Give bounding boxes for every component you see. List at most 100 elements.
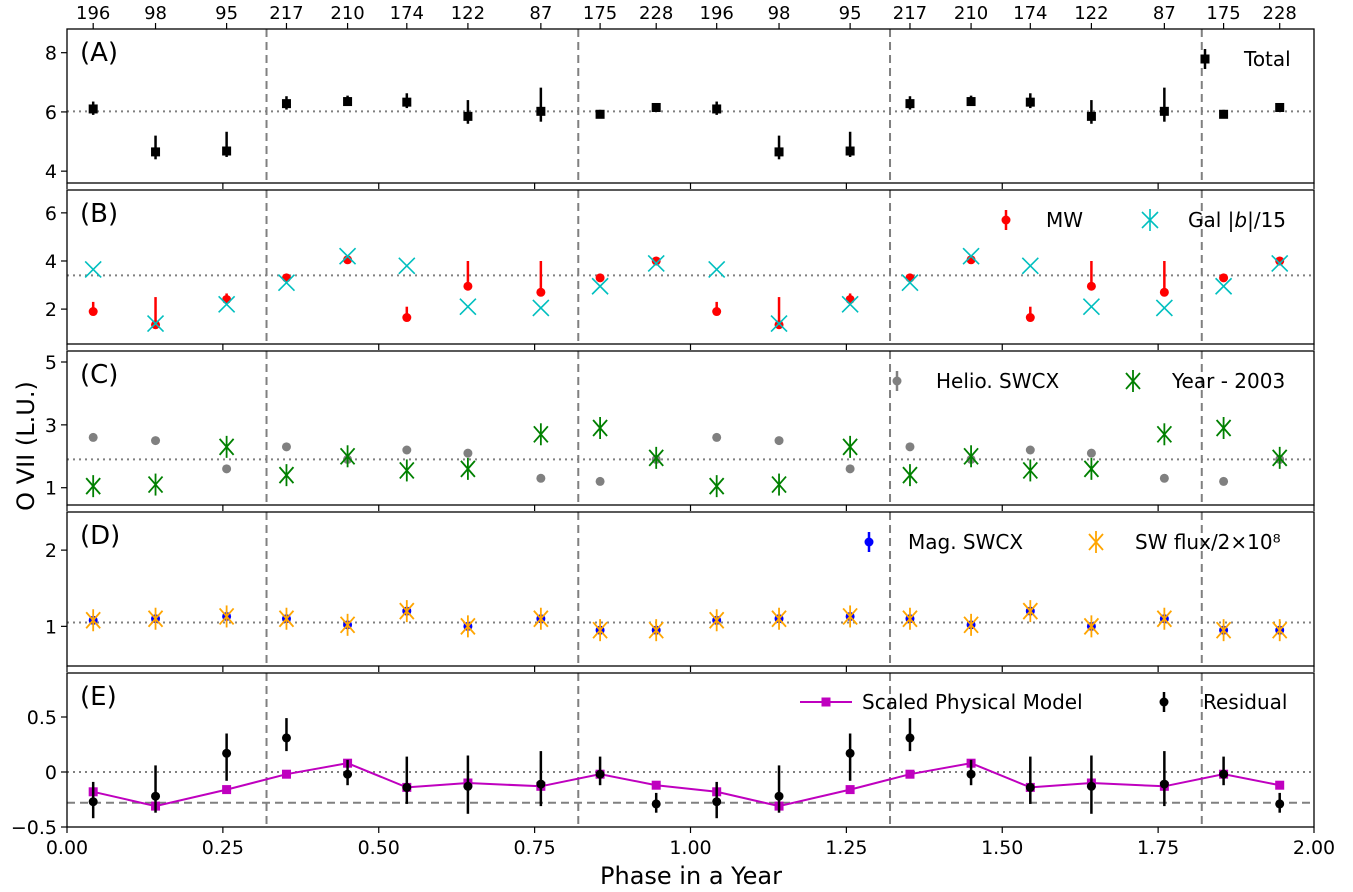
legend-helio: Helio. SWCX (892, 369, 1059, 393)
data-point (85, 475, 101, 498)
data-point (595, 476, 605, 486)
data-point (151, 320, 161, 330)
top-tick-label: 98 (144, 3, 167, 24)
marker-stroke (218, 295, 236, 313)
marker-stroke (770, 314, 788, 333)
data-point (1083, 457, 1100, 480)
data-point (712, 104, 722, 114)
data-point (398, 257, 416, 275)
legend-swflux: SW flux/2×10⁸ (1088, 530, 1281, 554)
top-tick-label: 122 (451, 3, 485, 24)
data-point (222, 294, 232, 304)
panel-e-series-1 (88, 718, 1285, 819)
data-point (1025, 97, 1035, 107)
legend-residual: Residual (1159, 690, 1287, 714)
data-point (1086, 111, 1096, 121)
data-point (463, 448, 473, 458)
panel-d-series-1 (85, 600, 1288, 642)
data-point (343, 769, 353, 779)
marker-stroke (339, 247, 357, 265)
marker-stroke (647, 254, 665, 272)
data-point (712, 432, 722, 442)
legend-marker (1088, 531, 1104, 553)
data-point (771, 607, 787, 630)
top-tick-label: 95 (215, 3, 238, 24)
data-point (1086, 281, 1096, 291)
legend-gal: Gal |b|/15 (1141, 208, 1286, 232)
data-point (708, 260, 726, 278)
data-point (1275, 799, 1285, 809)
data-point (147, 473, 164, 496)
data-point (774, 147, 784, 157)
data-point (532, 299, 550, 317)
data-point (222, 748, 232, 758)
data-point (151, 436, 161, 446)
x-tick-label: 1.00 (669, 837, 711, 859)
data-point (536, 779, 546, 789)
x-tick-label: 1.50 (981, 837, 1023, 859)
panel-d-frame (66, 511, 1315, 667)
data-point (536, 473, 546, 483)
panel-a-series-0 (88, 87, 1285, 160)
data-point (651, 799, 661, 809)
legend-marker (1125, 370, 1141, 392)
data-point (1082, 298, 1100, 316)
reference-lines (67, 29, 1314, 827)
data-point (648, 619, 664, 642)
top-tick-label: 210 (954, 3, 988, 24)
data-point (399, 600, 415, 623)
data-point (966, 769, 976, 779)
top-tick-label: 174 (390, 3, 424, 24)
marker-stroke (1082, 298, 1100, 316)
top-tick-label: 196 (76, 3, 110, 24)
marker-stroke (459, 298, 477, 316)
top-tick-label: 217 (893, 3, 927, 24)
legend-total: Total (1200, 47, 1291, 71)
panel-e-frame (66, 672, 1315, 828)
marker-stroke (532, 299, 550, 317)
data-point (1219, 109, 1229, 119)
data-point (1022, 459, 1038, 482)
data-point (770, 314, 788, 333)
data-point (343, 97, 353, 107)
data-point (774, 320, 784, 330)
data-point (1219, 769, 1229, 779)
data-point (146, 314, 165, 333)
panel-a-ytick-label: 8 (45, 43, 57, 65)
panel-e-ytick-label: −0.5 (11, 817, 57, 839)
data-point (222, 785, 232, 795)
data-point (281, 273, 291, 283)
data-point (845, 785, 855, 795)
data-point (1155, 299, 1173, 317)
data-point (905, 733, 915, 743)
data-point (1275, 102, 1285, 112)
data-point (1083, 615, 1100, 638)
x-axis-label: Phase in a Year (600, 862, 782, 890)
marker-stroke (1215, 277, 1233, 295)
data-point (905, 273, 915, 283)
data-point (1025, 782, 1035, 792)
data-layer (84, 87, 1289, 819)
panel-c-ytick-label: 1 (45, 478, 57, 500)
data-point (1219, 476, 1229, 486)
panel-c-label: (C) (80, 360, 118, 390)
data-point (648, 446, 664, 469)
marker-stroke (1021, 257, 1039, 275)
data-point (281, 733, 291, 743)
panel-b-series-1 (84, 247, 1289, 333)
data-point (278, 464, 295, 487)
data-point (281, 99, 291, 109)
data-point (536, 106, 546, 116)
data-point (962, 247, 980, 265)
data-point (712, 307, 722, 317)
data-point (963, 613, 979, 636)
data-point (841, 295, 859, 313)
x-tick-label: 0.00 (46, 837, 88, 859)
panel-e-ytick-label: 0.5 (27, 707, 57, 729)
data-point (651, 256, 661, 266)
data-point (463, 781, 473, 791)
legend-label: SW flux/2×10⁸ (1135, 530, 1281, 554)
top-tick-label: 174 (1013, 3, 1047, 24)
legend-label: MW (1046, 208, 1083, 232)
data-point (902, 607, 918, 630)
